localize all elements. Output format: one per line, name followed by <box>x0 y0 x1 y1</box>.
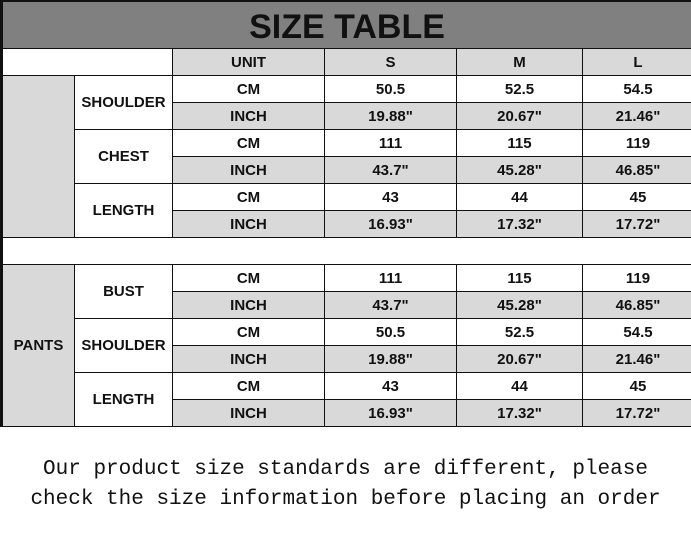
note-line-2: check the size information before placin… <box>30 488 661 511</box>
value-cell: 43.7" <box>324 156 457 184</box>
unit-cell: CM <box>172 264 325 292</box>
unit-cell: INCH <box>172 102 325 130</box>
measurement-name: BUST <box>74 264 173 319</box>
measurement-name: CHEST <box>74 129 173 184</box>
value-cell: 115 <box>456 264 583 292</box>
header-unit: UNIT <box>172 48 325 76</box>
unit-cell: INCH <box>172 210 325 238</box>
value-cell: 119 <box>582 264 691 292</box>
size-table: UNIT S M L SHOULDER CM 50.5 52.5 54.5 INCH 19.… <box>0 48 691 427</box>
section-label: PANTS <box>0 264 75 427</box>
unit-cell: INCH <box>172 291 325 319</box>
unit-cell: CM <box>172 318 325 346</box>
unit-cell: CM <box>172 129 325 157</box>
unit-cell: INCH <box>172 345 325 373</box>
table-row: INCH 19.88" 20.67" 21.46" <box>2 102 691 130</box>
value-cell: 54.5 <box>582 318 691 346</box>
unit-cell: INCH <box>172 156 325 184</box>
value-cell: 45.28" <box>456 156 583 184</box>
table-row: CHEST CM 111 115 119 <box>2 129 691 184</box>
table-row: INCH 43.7" 45.28" 46.85" <box>2 156 691 184</box>
value-cell: 43 <box>324 183 457 211</box>
value-cell: 52.5 <box>456 75 583 103</box>
table-row: LENGTH CM 43 44 45 <box>2 372 691 427</box>
table-row: SHOULDER CM 50.5 52.5 54.5 <box>2 318 691 373</box>
note-line-1: Our product size standards are different… <box>43 458 648 481</box>
value-cell: 21.46" <box>582 345 691 373</box>
unit-cell: INCH <box>172 399 325 427</box>
value-cell: 46.85" <box>582 156 691 184</box>
value-cell: 20.67" <box>456 345 583 373</box>
value-cell: 44 <box>456 372 583 400</box>
value-cell: 20.67" <box>456 102 583 130</box>
value-cell: 45 <box>582 372 691 400</box>
value-cell: 111 <box>324 264 457 292</box>
value-cell: 16.93" <box>324 399 457 427</box>
value-cell: 19.88" <box>324 102 457 130</box>
spacer-row <box>0 237 691 265</box>
table-row: INCH 16.93" 17.32" 17.72" <box>2 399 691 427</box>
table-row: INCH 19.88" 20.67" 21.46" <box>2 345 691 373</box>
measurement-name: LENGTH <box>74 372 173 427</box>
value-cell: 52.5 <box>456 318 583 346</box>
header-size-l: L <box>582 48 691 76</box>
unit-cell: CM <box>172 75 325 103</box>
value-cell: 17.32" <box>456 210 583 238</box>
header-row: UNIT S M L <box>0 48 691 76</box>
value-cell: 50.5 <box>324 75 457 103</box>
value-cell: 115 <box>456 129 583 157</box>
value-cell: 43.7" <box>324 291 457 319</box>
value-cell: 50.5 <box>324 318 457 346</box>
value-cell: 17.72" <box>582 210 691 238</box>
table-row: LENGTH CM 43 44 45 <box>2 183 691 238</box>
table-row: SHOULDER CM 50.5 52.5 54.5 <box>0 75 691 238</box>
value-cell: 43 <box>324 372 457 400</box>
spacer-cell <box>0 237 691 265</box>
value-cell: 54.5 <box>582 75 691 103</box>
size-table-title: SIZE TABLE <box>0 0 691 48</box>
value-cell: 21.46" <box>582 102 691 130</box>
section-label <box>0 75 75 238</box>
value-cell: 45 <box>582 183 691 211</box>
measurement-name: SHOULDER <box>74 75 173 130</box>
measurement-name: LENGTH <box>74 183 173 238</box>
table-row: INCH 16.93" 17.32" 17.72" <box>2 210 691 238</box>
value-cell: 19.88" <box>324 345 457 373</box>
measurement-name: SHOULDER <box>74 318 173 373</box>
value-cell: 17.32" <box>456 399 583 427</box>
value-cell: 17.72" <box>582 399 691 427</box>
value-cell: 46.85" <box>582 291 691 319</box>
table-row: PANTS BUST CM 111 115 119 <box>0 264 691 427</box>
header-blank <box>0 48 173 76</box>
value-cell: 44 <box>456 183 583 211</box>
header-size-s: S <box>324 48 457 76</box>
value-cell: 111 <box>324 129 457 157</box>
unit-cell: CM <box>172 183 325 211</box>
value-cell: 119 <box>582 129 691 157</box>
value-cell: 45.28" <box>456 291 583 319</box>
table-row: INCH 43.7" 45.28" 46.85" <box>2 291 691 319</box>
size-note: Our product size standards are different… <box>0 455 691 515</box>
unit-cell: CM <box>172 372 325 400</box>
header-size-m: M <box>456 48 583 76</box>
value-cell: 16.93" <box>324 210 457 238</box>
